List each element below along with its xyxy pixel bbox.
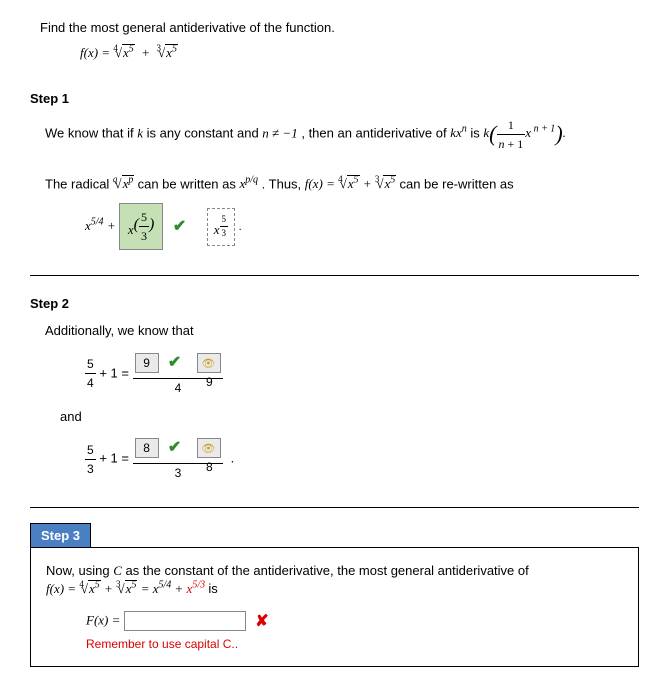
cond: n ≠ −1 bbox=[262, 125, 297, 140]
final-answer-input[interactable] bbox=[124, 611, 246, 631]
frac-5-4: 54 bbox=[85, 355, 96, 392]
x54: x5/4 + bbox=[85, 218, 119, 233]
Fx-label: F(x) = bbox=[86, 613, 124, 628]
step3-line2: f(x) = 4√x5 + 3√x5 = x5/4 + x5/3 is bbox=[46, 579, 623, 597]
t: We know that if bbox=[45, 125, 137, 140]
eq1-display: 👁9 bbox=[197, 353, 221, 373]
step2-eq1: 54 + 1 = 9 ✔ 👁9 4 bbox=[85, 351, 639, 397]
t: is bbox=[208, 581, 217, 596]
problem-statement: Find the most general antiderivative of … bbox=[40, 20, 639, 61]
t: . Thus, bbox=[262, 176, 305, 191]
fx-expr: 4√x5 + 3√x5 bbox=[113, 45, 178, 60]
step2-eq2: 53 + 1 = 8 ✔ 👁8 3 . bbox=[85, 436, 639, 482]
step1-line2: The radical q√xp can be written as xp/q … bbox=[45, 173, 639, 194]
separator-2 bbox=[30, 507, 639, 508]
period: . bbox=[239, 221, 242, 233]
t: The radical bbox=[45, 176, 113, 191]
period: . bbox=[227, 451, 234, 466]
check-icon: ✔ bbox=[173, 218, 186, 235]
fx2: f(x) = 4√x5 + 3√x5 bbox=[305, 176, 400, 191]
step2-label: Step 2 bbox=[30, 296, 639, 311]
t: Now, using bbox=[46, 563, 113, 578]
eq2-input[interactable]: 8 bbox=[135, 438, 159, 458]
separator-1 bbox=[30, 275, 639, 276]
eye-icon: 👁 bbox=[201, 358, 215, 370]
radical-generic: q√xp bbox=[113, 176, 138, 191]
antideriv-formula: k(1n + 1x n + 1). bbox=[483, 125, 566, 140]
t: can be written as bbox=[138, 176, 240, 191]
rhs-frac-1: 9 ✔ 👁9 4 bbox=[133, 351, 224, 397]
step1-line1: We know that if k is any constant and n … bbox=[45, 116, 639, 153]
eye-icon: 👁 bbox=[201, 443, 215, 455]
t: as the constant of the antiderivative, t… bbox=[126, 563, 529, 578]
step3-answer-row: F(x) = ✘ bbox=[86, 611, 623, 631]
step1-label: Step 1 bbox=[30, 91, 639, 106]
t: is bbox=[470, 125, 483, 140]
and-text: and bbox=[60, 407, 639, 427]
fx3: f(x) = 4√x5 + 3√x5 = x5/4 + x5/3 bbox=[46, 581, 208, 596]
step3-line1: Now, using C as the constant of the anti… bbox=[46, 563, 623, 579]
t: is any constant and bbox=[147, 125, 263, 140]
check-icon: ✔ bbox=[168, 439, 181, 456]
step1-body: We know that if k is any constant and n … bbox=[45, 116, 639, 250]
step3-box: Now, using C as the constant of the anti… bbox=[30, 547, 639, 667]
plus: + 1 = bbox=[99, 451, 132, 466]
fx-label: f(x) = bbox=[80, 45, 113, 60]
problem-prompt: Find the most general antiderivative of … bbox=[40, 20, 639, 35]
cross-icon: ✘ bbox=[255, 613, 268, 630]
eq1-input[interactable]: 9 bbox=[135, 353, 159, 373]
step1-dashed-answer: x53 bbox=[207, 208, 235, 246]
k: k bbox=[137, 125, 143, 140]
hint-text: Remember to use capital C.. bbox=[86, 637, 623, 651]
kxn: kxn bbox=[450, 125, 467, 140]
rhs-frac-2: 8 ✔ 👁8 3 bbox=[133, 436, 224, 482]
step2-intro: Additionally, we know that bbox=[45, 321, 639, 341]
xpq: xp/q bbox=[239, 176, 258, 191]
step1-green-answer[interactable]: x(53) bbox=[119, 203, 163, 250]
t: , then an antiderivative of bbox=[301, 125, 450, 140]
step1-answer-row: x5/4 + x(53) ✔ x53 . bbox=[85, 203, 639, 250]
problem-function: f(x) = 4√x5 + 3√x5 bbox=[80, 43, 639, 61]
C: C bbox=[113, 563, 122, 578]
step3-container: Step 3 Now, using C as the constant of t… bbox=[30, 523, 639, 667]
plus: + 1 = bbox=[99, 365, 132, 380]
step2-body: Additionally, we know that 54 + 1 = 9 ✔ … bbox=[45, 321, 639, 482]
eq2-display: 👁8 bbox=[197, 438, 221, 458]
t: can be re-written as bbox=[399, 176, 513, 191]
step3-label: Step 3 bbox=[30, 523, 91, 547]
frac-5-3: 53 bbox=[85, 441, 96, 478]
check-icon: ✔ bbox=[168, 354, 181, 371]
